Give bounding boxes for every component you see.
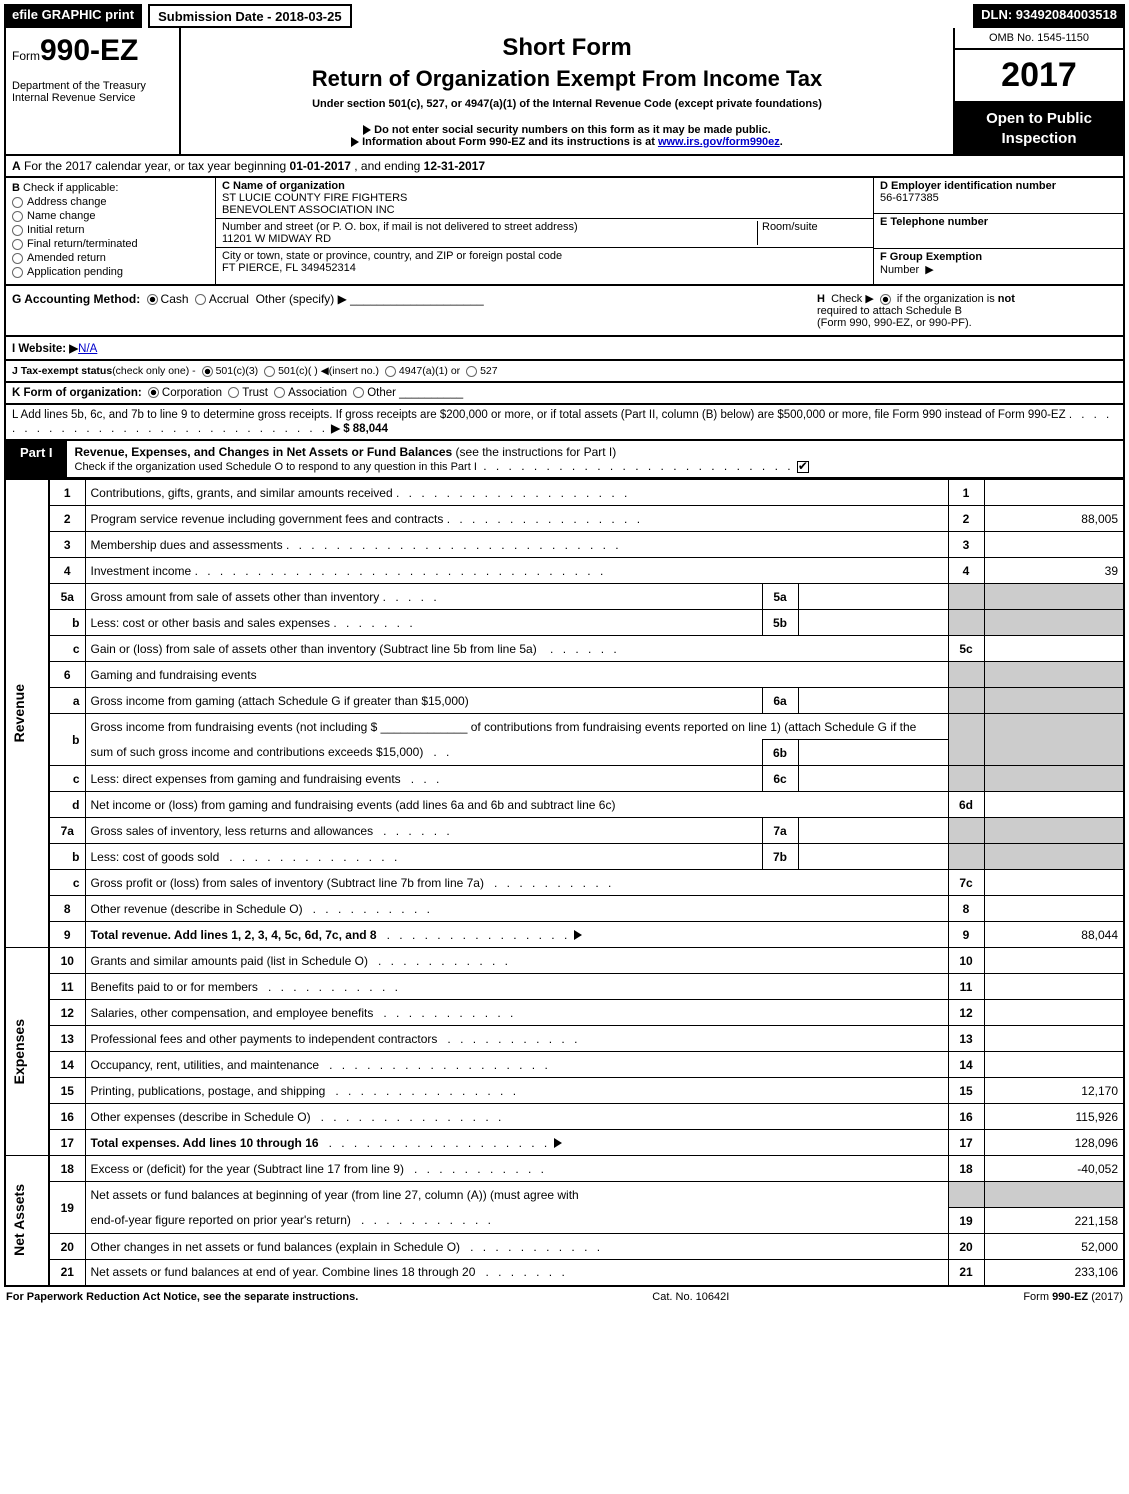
line4-value: 39 [984, 558, 1124, 584]
dln-box: DLN: 93492084003518 [973, 4, 1125, 28]
org-name-1: ST LUCIE COUNTY FIRE FIGHTERS [222, 192, 867, 204]
section-b: B Check if applicable: Address change Na… [6, 178, 216, 284]
org-street: 11201 W MIDWAY RD [222, 233, 757, 245]
cb-address-change[interactable]: Address change [12, 196, 209, 208]
ein-value: 56-6177385 [880, 192, 939, 204]
line9-value: 88,044 [984, 922, 1124, 948]
footer-right: Form 990-EZ (2017) [1023, 1291, 1123, 1303]
netassets-side-label: Net Assets [11, 1184, 27, 1256]
section-a: A For the 2017 calendar year, or tax yea… [4, 156, 1125, 178]
footer-left: For Paperwork Reduction Act Notice, see … [6, 1291, 358, 1303]
section-c: C Name of organization ST LUCIE COUNTY F… [216, 178, 873, 284]
cb-amended-return[interactable]: Amended return [12, 252, 209, 264]
efile-print-button[interactable]: efile GRAPHIC print [4, 4, 142, 28]
revenue-side-label: Revenue [11, 684, 27, 742]
radio-trust[interactable] [228, 387, 239, 398]
section-bcdef: B Check if applicable: Address change Na… [4, 178, 1125, 286]
section-def: D Employer identification number 56-6177… [873, 178, 1123, 284]
arrow-icon [554, 1138, 562, 1148]
open-to-public: Open to Public Inspection [955, 103, 1123, 154]
section-h: H Check ▶ if the organization is not req… [817, 292, 1117, 329]
top-bar: efile GRAPHIC print Submission Date - 20… [4, 4, 1125, 28]
line19-value: 221,158 [984, 1208, 1124, 1234]
return-title: Return of Organization Exempt From Incom… [191, 66, 943, 92]
section-g: G Accounting Method: Cash Accrual Other … [12, 292, 817, 306]
line2-value: 88,005 [984, 506, 1124, 532]
line15-value: 12,170 [984, 1078, 1124, 1104]
under-section: Under section 501(c), 527, or 4947(a)(1)… [191, 98, 943, 110]
room-suite: Room/suite [757, 221, 867, 245]
radio-4947[interactable] [385, 366, 396, 377]
radio-501c[interactable] [264, 366, 275, 377]
omb-number: OMB No. 1545-1150 [955, 28, 1123, 50]
schedule-o-checkbox[interactable] [797, 461, 809, 473]
expenses-side-label: Expenses [11, 1019, 27, 1084]
cb-application-pending[interactable]: Application pending [12, 266, 209, 278]
radio-501c3[interactable] [202, 366, 213, 377]
radio-other[interactable] [353, 387, 364, 398]
dept-treasury: Department of the Treasury [12, 80, 173, 92]
radio-h-check[interactable] [880, 294, 891, 305]
radio-cash[interactable] [147, 294, 158, 305]
cb-final-return[interactable]: Final return/terminated [12, 238, 209, 250]
website-link[interactable]: N/A [78, 343, 97, 355]
line20-value: 52,000 [984, 1234, 1124, 1260]
section-k: K Form of organization: Corporation Trus… [4, 383, 1125, 405]
arrow-icon [574, 930, 582, 940]
info-line: Information about Form 990-EZ and its in… [191, 136, 943, 148]
line18-value: -40,052 [984, 1156, 1124, 1182]
radio-527[interactable] [466, 366, 477, 377]
line16-value: 115,926 [984, 1104, 1124, 1130]
short-form-label: Short Form [191, 34, 943, 62]
tax-year: 2017 [955, 50, 1123, 103]
org-city: FT PIERCE, FL 349452314 [222, 262, 867, 274]
form-prefix: Form [12, 49, 40, 63]
org-name-2: BENEVOLENT ASSOCIATION INC [222, 204, 867, 216]
section-l: L Add lines 5b, 6c, and 7b to line 9 to … [4, 405, 1125, 441]
arrow-icon [351, 137, 359, 147]
dept-irs: Internal Revenue Service [12, 92, 173, 104]
line17-value: 128,096 [984, 1130, 1124, 1156]
section-gh: G Accounting Method: Cash Accrual Other … [4, 286, 1125, 337]
cb-name-change[interactable]: Name change [12, 210, 209, 222]
line21-value: 233,106 [984, 1260, 1124, 1286]
irs-link[interactable]: www.irs.gov/form990ez [658, 136, 780, 148]
form-header: Form990-EZ Department of the Treasury In… [4, 28, 1125, 156]
part1-table: Revenue 1 Contributions, gifts, grants, … [4, 479, 1125, 1287]
arrow-icon [363, 125, 371, 135]
radio-accrual[interactable] [195, 294, 206, 305]
section-j: J Tax-exempt status(check only one) - 50… [4, 361, 1125, 383]
footer-catno: Cat. No. 10642I [652, 1291, 729, 1303]
form-number: 990-EZ [40, 34, 138, 67]
ssn-warning: Do not enter social security numbers on … [191, 124, 943, 136]
radio-corp[interactable] [148, 387, 159, 398]
part1-tab: Part I [6, 441, 67, 477]
page-footer: For Paperwork Reduction Act Notice, see … [4, 1287, 1125, 1307]
radio-assoc[interactable] [274, 387, 285, 398]
cb-initial-return[interactable]: Initial return [12, 224, 209, 236]
submission-date-box: Submission Date - 2018-03-25 [148, 4, 352, 28]
section-i: I Website: ▶N/A [4, 337, 1125, 361]
part1-header: Part I Revenue, Expenses, and Changes in… [4, 441, 1125, 479]
